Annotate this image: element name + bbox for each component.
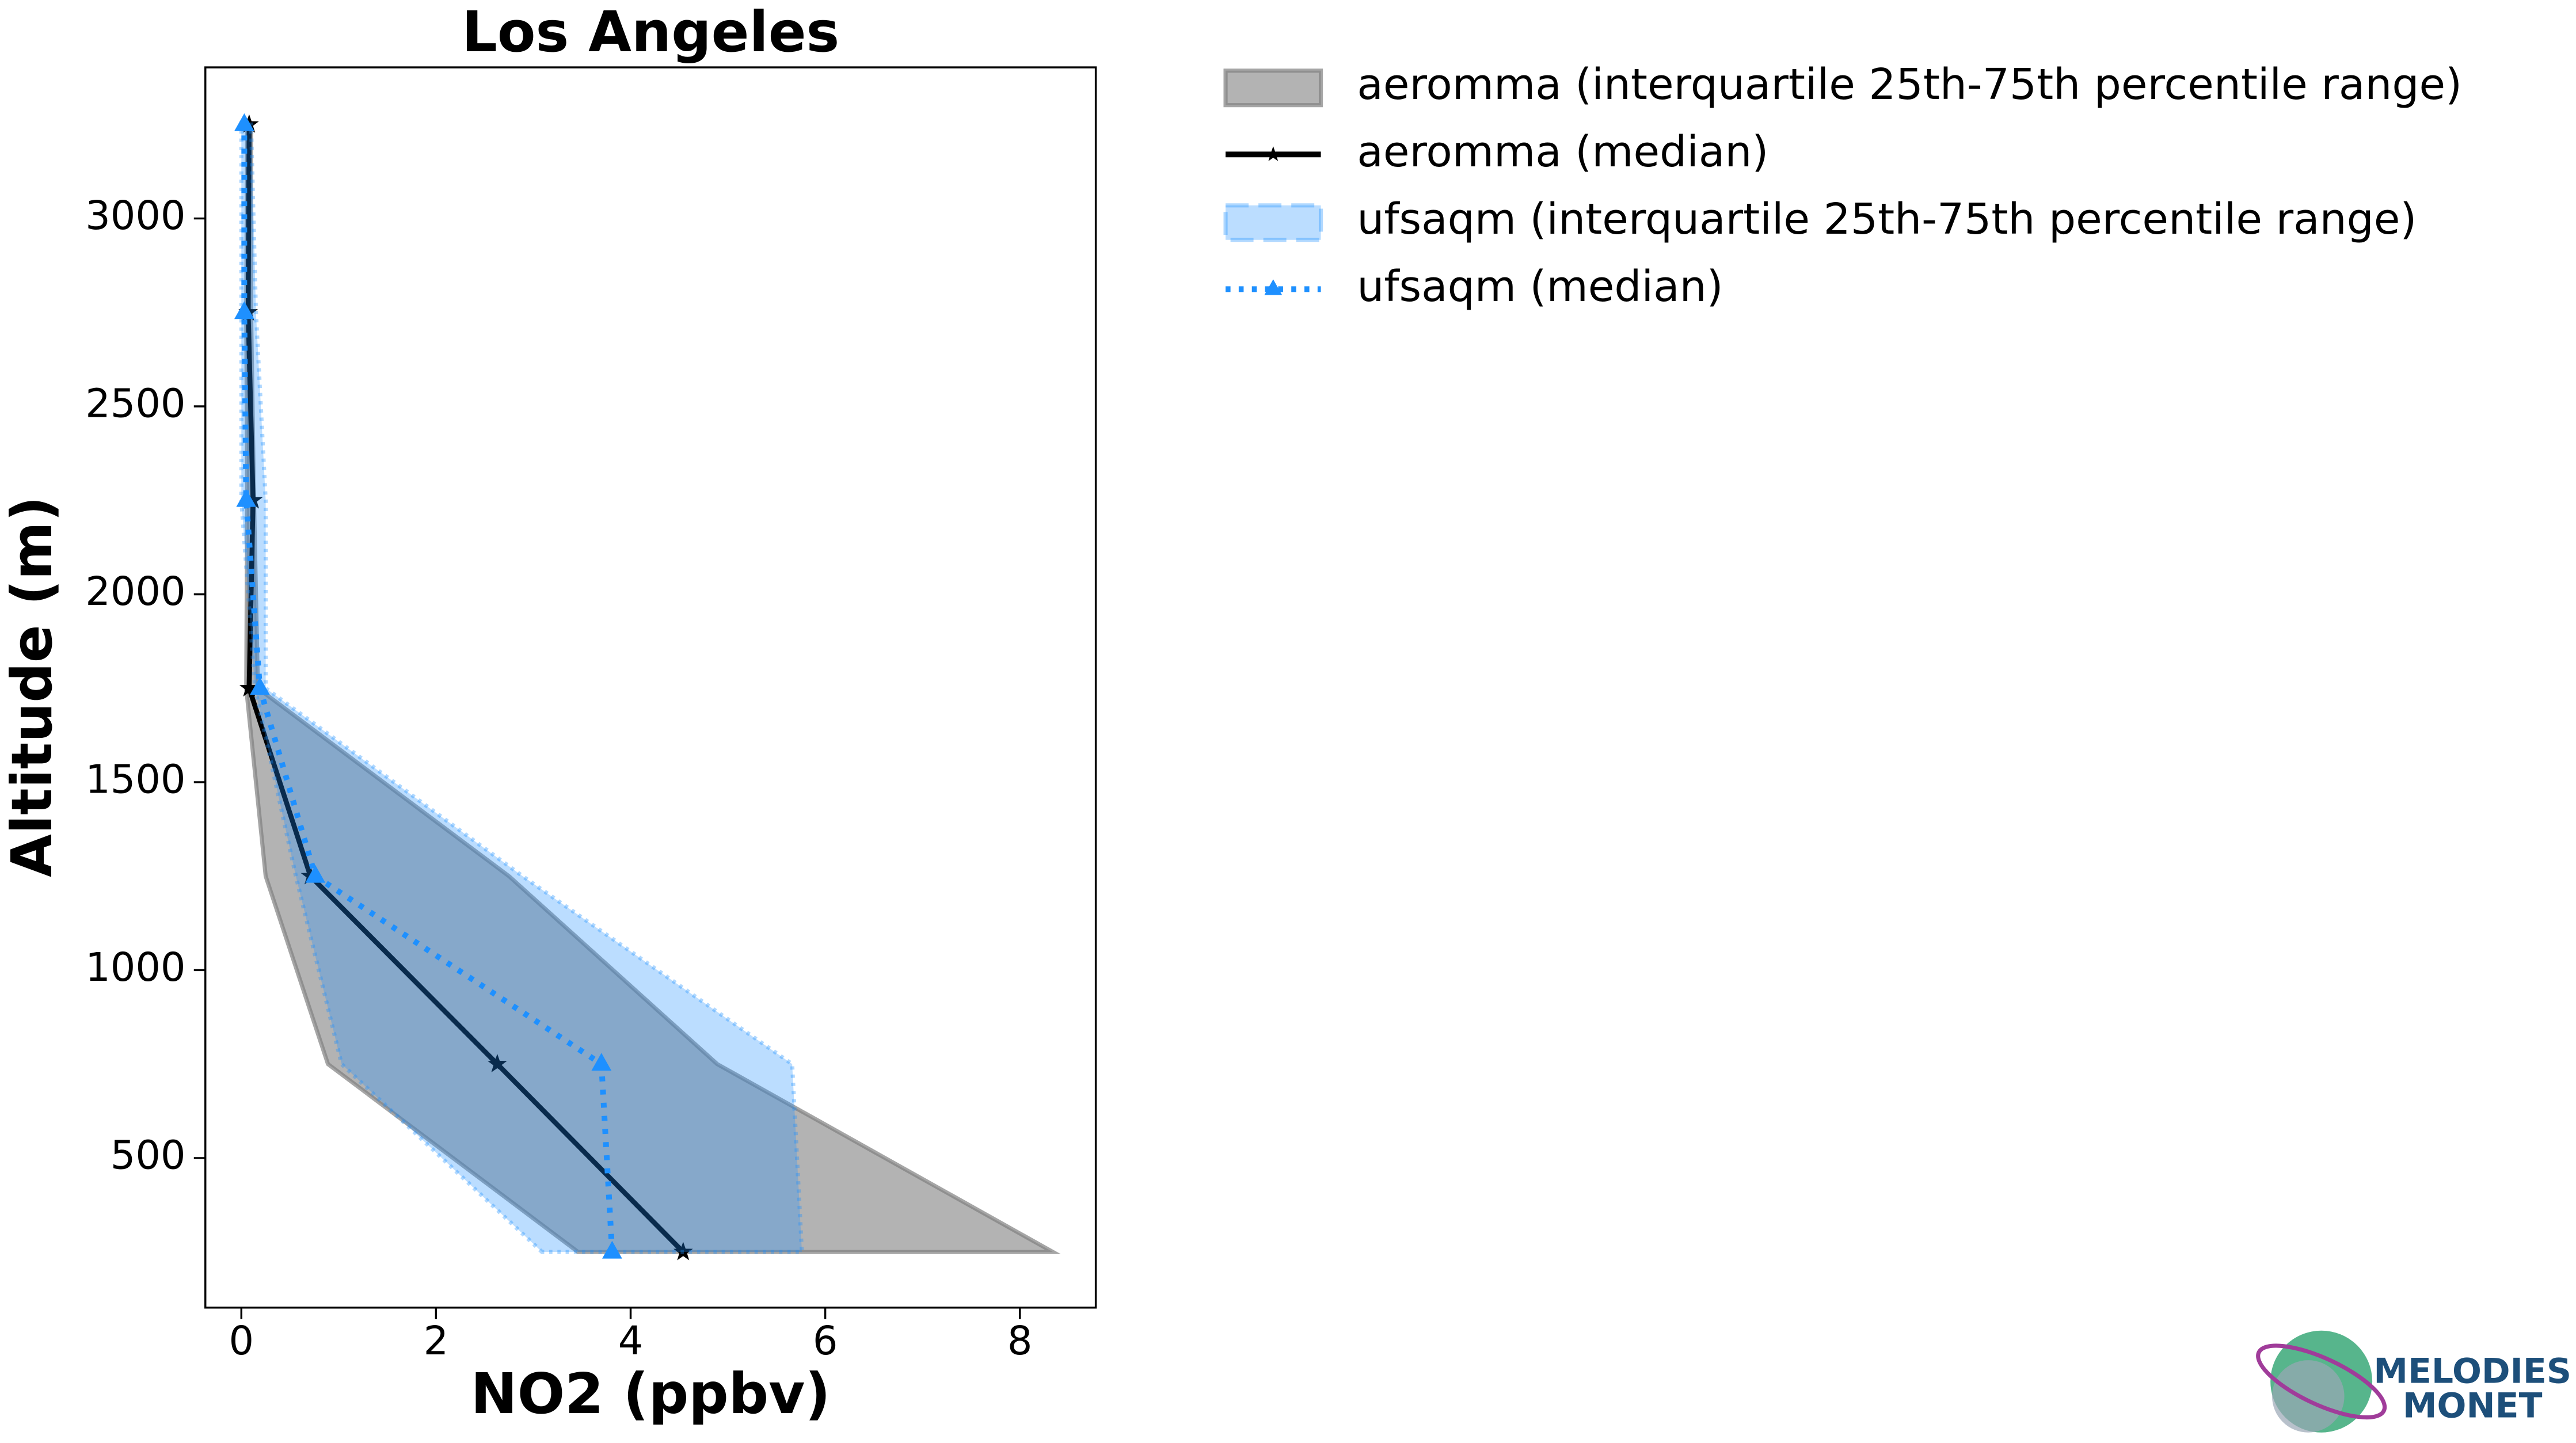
logo-text: MELODIES — [2373, 1351, 2571, 1392]
marker — [602, 1240, 622, 1259]
y-tick-label: 1000 — [85, 945, 185, 991]
marker — [305, 865, 326, 883]
plot-frame — [204, 66, 1097, 1309]
x-tick-label: 4 — [618, 1318, 644, 1364]
logo: MELODIES MONET — [2256, 1330, 2571, 1433]
marker — [236, 489, 257, 507]
chart-title: Los Angeles — [462, 0, 839, 64]
legend-swatch — [1223, 203, 1323, 242]
legend-label: ufsaqm (interquartile 25th-75th percenti… — [1357, 195, 2417, 244]
plot — [234, 113, 1061, 1261]
marker — [673, 1242, 693, 1261]
marker — [488, 1053, 507, 1073]
x-axis-label: NO2 (ppbv) — [471, 1361, 831, 1426]
y-axis-label: Altitude (m) — [0, 496, 64, 877]
legend-marker — [1264, 279, 1283, 295]
legend-label: aeromma (median) — [1357, 127, 1768, 177]
marker — [591, 1053, 612, 1071]
legend-label: aeromma (interquartile 25th-75th percent… — [1357, 60, 2462, 109]
logo-orbit — [2256, 1343, 2387, 1420]
y-tick-label: 2500 — [85, 381, 185, 427]
x-tick-label: 2 — [424, 1318, 449, 1364]
y-tick-label: 2000 — [85, 569, 185, 615]
y-tick-label: 500 — [111, 1132, 186, 1178]
marker — [234, 301, 254, 319]
x-tick-label: 0 — [229, 1318, 254, 1364]
iqr-band — [239, 122, 804, 1254]
x-tick-label: 6 — [813, 1318, 838, 1364]
legend-swatch — [1223, 68, 1323, 108]
logo-globe-shade — [2272, 1360, 2345, 1433]
y-tick-label: 3000 — [85, 193, 185, 239]
marker — [234, 113, 254, 131]
x-tick-label: 8 — [1007, 1318, 1033, 1364]
legend-marker — [1265, 146, 1281, 161]
marker — [239, 677, 259, 697]
legend-label: ufsaqm (median) — [1357, 262, 1723, 311]
logo-text: MONET — [2403, 1385, 2543, 1426]
y-tick-label: 1500 — [85, 757, 185, 803]
marker — [250, 677, 270, 695]
